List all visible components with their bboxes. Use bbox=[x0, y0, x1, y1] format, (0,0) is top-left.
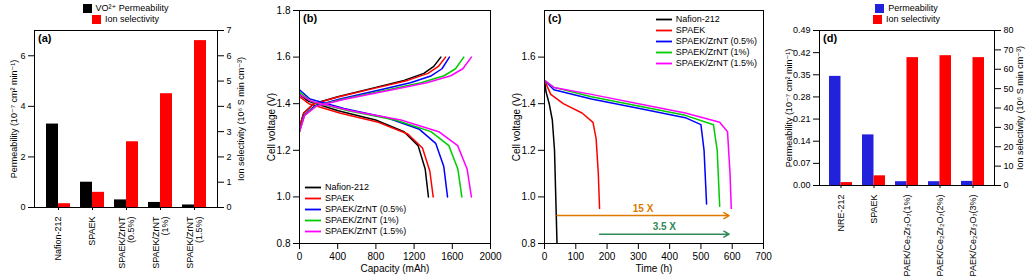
svg-text:SPAEK/Ce₂Zr₂O₇(2%): SPAEK/Ce₂Zr₂O₇(2%) bbox=[935, 195, 945, 277]
svg-text:SPAEK/ZrNT(0.5%): SPAEK/ZrNT(0.5%) bbox=[117, 216, 136, 269]
svg-text:400: 400 bbox=[329, 251, 346, 262]
html-text:(c): (c) bbox=[548, 12, 562, 24]
html-text:Ion selectivity: Ion selectivity bbox=[886, 14, 940, 24]
svg-text:1.0: 1.0 bbox=[277, 191, 291, 202]
svg-text:Nafion-212: Nafion-212 bbox=[53, 217, 63, 261]
html-text:SPAEK/ZrNT (1.5%): SPAEK/ZrNT (1.5%) bbox=[325, 226, 407, 236]
svg-text:1.6: 1.6 bbox=[277, 51, 291, 62]
svg-text:SPAEK: SPAEK bbox=[869, 195, 879, 224]
svg-text:0.49: 0.49 bbox=[793, 25, 811, 35]
html-text:SPAEK/ZrNT (1.5%): SPAEK/ZrNT (1.5%) bbox=[675, 58, 757, 68]
html-text:SPAEK/ZrNT (1%): SPAEK/ZrNT (1%) bbox=[325, 215, 399, 225]
svg-text:5: 5 bbox=[227, 76, 232, 86]
svg-text:1.6: 1.6 bbox=[522, 51, 536, 62]
svg-text:Time (h): Time (h) bbox=[636, 263, 673, 274]
svg-text:100: 100 bbox=[567, 251, 584, 262]
svg-text:40: 40 bbox=[1004, 103, 1014, 113]
svg-text:0.28: 0.28 bbox=[793, 92, 811, 102]
html-text:SPAEK: SPAEK bbox=[325, 193, 355, 203]
svg-text:0.8: 0.8 bbox=[522, 238, 536, 249]
svg-text:Permeability (10⁻⁷ cm² min⁻¹): Permeability (10⁻⁷ cm² min⁻¹) bbox=[9, 60, 19, 178]
svg-text:0.42: 0.42 bbox=[793, 48, 811, 58]
svg-text:1200: 1200 bbox=[403, 251, 426, 262]
svg-text:6: 6 bbox=[20, 51, 25, 61]
svg-text:NRE-212: NRE-212 bbox=[836, 195, 846, 232]
svg-text:0: 0 bbox=[20, 202, 25, 212]
svg-text:1.4: 1.4 bbox=[277, 98, 291, 109]
html-text:VO²⁺ Permeability: VO²⁺ Permeability bbox=[95, 3, 169, 13]
svg-text:0.14: 0.14 bbox=[793, 136, 811, 146]
svg-text:2000: 2000 bbox=[479, 251, 502, 262]
svg-text:4: 4 bbox=[20, 101, 25, 111]
svg-text:70: 70 bbox=[1004, 45, 1014, 55]
svg-text:0.07: 0.07 bbox=[793, 158, 811, 168]
svg-text:Ion selectivity (10⁶ S min cm⁻: Ion selectivity (10⁶ S min cm⁻³) bbox=[236, 57, 246, 181]
svg-text:800: 800 bbox=[368, 251, 385, 262]
svg-text:50: 50 bbox=[1004, 84, 1014, 94]
svg-text:0: 0 bbox=[297, 251, 303, 262]
svg-text:1.2: 1.2 bbox=[522, 145, 536, 156]
html-text:SPAEK/ZrNT (0.5%): SPAEK/ZrNT (0.5%) bbox=[675, 36, 757, 46]
svg-text:20: 20 bbox=[1004, 142, 1014, 152]
html-text:(b): (b) bbox=[303, 12, 317, 24]
svg-text:1: 1 bbox=[227, 177, 232, 187]
svg-text:Ion selectivity (10⁶ S min cm⁻: Ion selectivity (10⁶ S min cm⁻³) bbox=[1015, 46, 1025, 170]
svg-text:80: 80 bbox=[1004, 25, 1014, 35]
svg-text:60: 60 bbox=[1004, 64, 1014, 74]
svg-text:1600: 1600 bbox=[441, 251, 464, 262]
svg-text:0: 0 bbox=[227, 202, 232, 212]
svg-text:4: 4 bbox=[227, 101, 232, 111]
svg-text:SPAEK/ZrNT(1%): SPAEK/ZrNT(1%) bbox=[151, 216, 170, 269]
svg-text:200: 200 bbox=[599, 251, 616, 262]
svg-text:2: 2 bbox=[227, 152, 232, 162]
svg-text:7: 7 bbox=[227, 25, 232, 35]
html-text:(a): (a) bbox=[38, 32, 52, 44]
svg-text:SPAEK/ZrNT(1.5%): SPAEK/ZrNT(1.5%) bbox=[185, 216, 204, 269]
svg-text:1.8: 1.8 bbox=[277, 5, 291, 16]
svg-text:0.00: 0.00 bbox=[793, 180, 811, 190]
svg-text:400: 400 bbox=[661, 251, 678, 262]
svg-text:1.4: 1.4 bbox=[522, 98, 536, 109]
svg-text:10: 10 bbox=[1004, 161, 1014, 171]
svg-text:6: 6 bbox=[227, 51, 232, 61]
svg-text:700: 700 bbox=[755, 251, 772, 262]
html-text:Permeability: Permeability bbox=[888, 3, 938, 13]
html-text:Ion selectivity: Ion selectivity bbox=[105, 14, 159, 24]
html-text:Nafion-212: Nafion-212 bbox=[675, 14, 720, 24]
svg-text:0: 0 bbox=[542, 251, 548, 262]
svg-text:1.2: 1.2 bbox=[277, 145, 291, 156]
svg-text:Cell voltage (V): Cell voltage (V) bbox=[511, 93, 522, 161]
svg-text:SPAEK/Ce₂Zr₂O₇(1%): SPAEK/Ce₂Zr₂O₇(1%) bbox=[902, 195, 912, 277]
html-text:(d): (d) bbox=[823, 32, 837, 44]
svg-text:0.35: 0.35 bbox=[793, 70, 811, 80]
svg-text:300: 300 bbox=[630, 251, 647, 262]
svg-text:0.21: 0.21 bbox=[793, 114, 811, 124]
svg-text:30: 30 bbox=[1004, 122, 1014, 132]
html-text:Nafion-212: Nafion-212 bbox=[325, 182, 369, 192]
svg-text:600: 600 bbox=[724, 251, 741, 262]
svg-text:500: 500 bbox=[693, 251, 710, 262]
html-text:SPAEK/ZrNT (0.5%): SPAEK/ZrNT (0.5%) bbox=[325, 204, 407, 214]
svg-text:Capacity (mAh): Capacity (mAh) bbox=[361, 263, 430, 274]
svg-text:15 X: 15 X bbox=[633, 203, 654, 214]
svg-text:0.8: 0.8 bbox=[277, 238, 291, 249]
svg-text:3: 3 bbox=[227, 127, 232, 137]
svg-text:3.5 X: 3.5 X bbox=[653, 221, 677, 232]
html-text:SPAEK/ZrNT (1%): SPAEK/ZrNT (1%) bbox=[675, 47, 750, 57]
svg-text:0: 0 bbox=[1004, 180, 1009, 190]
svg-text:2: 2 bbox=[20, 152, 25, 162]
html-text:SPAEK: SPAEK bbox=[675, 25, 706, 35]
svg-text:Cell voltage (V): Cell voltage (V) bbox=[266, 93, 277, 161]
svg-text:SPAEK/Ce₂Zr₂O₇(3%): SPAEK/Ce₂Zr₂O₇(3%) bbox=[968, 195, 978, 277]
svg-text:Permeability (10⁻⁷ cm² min⁻¹): Permeability (10⁻⁷ cm² min⁻¹) bbox=[784, 49, 794, 167]
svg-text:SPAEK: SPAEK bbox=[87, 217, 97, 246]
svg-text:1.0: 1.0 bbox=[522, 191, 536, 202]
